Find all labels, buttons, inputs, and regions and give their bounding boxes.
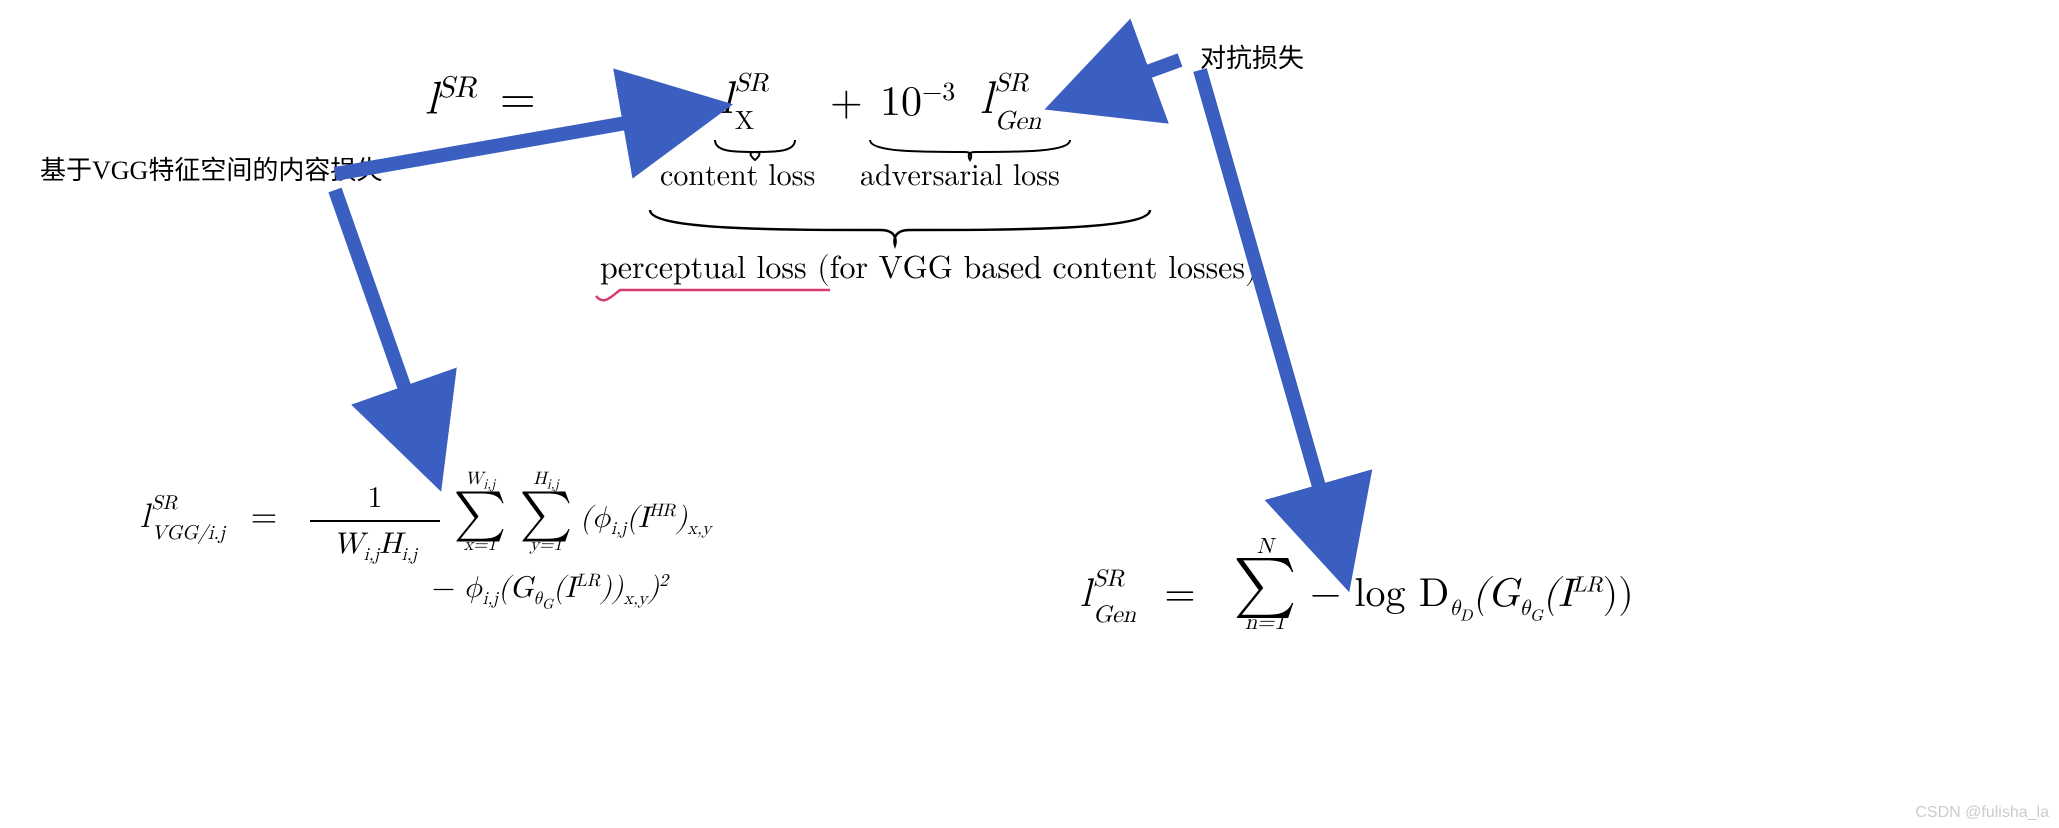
- lx-sup: SR: [735, 69, 769, 100]
- vgg-r1b-sup: HR: [649, 502, 676, 520]
- brace-adv: [870, 140, 1070, 160]
- gen-r2-sub2: G: [1530, 608, 1543, 624]
- vgg-r2d: )): [600, 573, 623, 603]
- gen-lhs: lSRGen =: [1080, 570, 1196, 618]
- watermark: CSDN @fulisha_la: [1915, 804, 2049, 822]
- vgg-frac-W-sub: i,j: [364, 546, 380, 564]
- gen-sum: N ∑ n=1: [1230, 534, 1300, 636]
- arrow-4: [1200, 70, 1340, 560]
- vgg-r1b: (I: [626, 503, 649, 533]
- vgg-frac: 1 Wi,jHi,j: [310, 480, 440, 566]
- sigma2-icon: ∑: [516, 494, 576, 534]
- vgg-r2e-sup: 2: [659, 572, 668, 590]
- vgg-r1c: ): [676, 503, 688, 533]
- vgg-sum1: Wi,j ∑ x=1: [450, 468, 510, 556]
- gen-r1-sub: θ: [1449, 598, 1460, 620]
- vgg-r2c: (I: [553, 573, 576, 603]
- vgg-r2a: − ϕ: [430, 573, 483, 603]
- vgg-frac-H: H: [379, 529, 402, 559]
- red-underline: [596, 290, 830, 300]
- gen-rhs: − log DθD(GθG(ILR)): [1310, 570, 1634, 626]
- gen-lhs-sub: Gen: [1093, 601, 1136, 630]
- vgg-frac-W: W: [333, 529, 364, 559]
- equals: =: [500, 76, 536, 122]
- vgg-sum2: Hi,j ∑ y=1: [516, 468, 576, 556]
- gen-lhs-sup: SR: [1093, 565, 1124, 594]
- content-loss-label: content loss: [660, 158, 815, 194]
- gen-lhs-l: l: [1080, 574, 1091, 614]
- lsr-l: l: [425, 76, 438, 122]
- brace-perceptual: [650, 210, 1150, 245]
- vgg-lhs-sub: VGG/i.j: [151, 523, 225, 543]
- gen-r3-sup: LR: [1573, 575, 1603, 597]
- gen-r2: (G: [1472, 574, 1519, 614]
- vgg-eq: lSRVGG/i.j =: [140, 500, 277, 534]
- lgen-sub: Gen: [995, 107, 1041, 138]
- vgg-lhs-l: l: [140, 500, 149, 534]
- gen-r2-sub: θ: [1519, 598, 1530, 620]
- gen-r1-sub2: D: [1460, 608, 1472, 624]
- sum1-top: W: [465, 470, 484, 488]
- vgg-r1a: (ϕ: [580, 503, 611, 533]
- gen-r3: (I: [1543, 574, 1573, 614]
- lx: l: [720, 76, 733, 122]
- neg3: −3: [922, 80, 955, 106]
- vgg-r2b: (G: [498, 573, 533, 603]
- vgg-r2a-sub: i,j: [483, 590, 499, 608]
- arrow-3: [1076, 60, 1180, 98]
- eq-top-lsr: lSR =: [425, 70, 544, 127]
- vgg-r2c-sup: LR: [576, 572, 601, 590]
- gen-eq: =: [1164, 574, 1195, 614]
- vgg-frac-num: 1: [310, 480, 440, 522]
- perceptual-loss-label: perceptual loss (for VGG based content l…: [600, 250, 1257, 288]
- sum2-top: H: [533, 470, 547, 488]
- vgg-lhs-sup: SR: [151, 493, 177, 513]
- arrow-2: [335, 190, 430, 460]
- lx-sub: X: [735, 107, 755, 138]
- vgg-r1c-sub: x,y: [687, 520, 711, 538]
- vgg-r1a-sub: i,j: [611, 520, 627, 538]
- eq-top-ten: 10−3: [880, 78, 955, 128]
- vgg-rhs-line2: − ϕi,j(GθG(ILR))x,y)2: [430, 570, 668, 614]
- vgg-r2d-sub: x,y: [623, 590, 647, 608]
- sigma3-icon: ∑: [1230, 560, 1300, 610]
- vgg-r2e: ): [647, 573, 659, 603]
- vgg-eq-eq: =: [251, 500, 277, 534]
- eq-top-lx: lSRX: [720, 72, 733, 127]
- vgg-r2b-sub2: G: [542, 598, 553, 612]
- adv-caption: 对抗损失: [1200, 38, 1304, 75]
- lgen-sup: SR: [995, 69, 1029, 100]
- vgg-caption: 基于VGG特征空间的内容损失: [40, 150, 382, 187]
- lgen: l: [980, 76, 993, 122]
- eq-top-lgen: lSRGen: [980, 72, 993, 127]
- vgg-r2b-sub: θ: [533, 590, 542, 608]
- gen-r1: − log D: [1310, 574, 1449, 614]
- eq-top-plus: +: [830, 78, 863, 128]
- sigma1-icon: ∑: [450, 494, 510, 534]
- adversarial-loss-label: adversarial loss: [860, 158, 1060, 194]
- vgg-rhs-line1: (ϕi,j(IHR)x,y: [580, 500, 711, 540]
- gen-r4: )): [1603, 574, 1634, 614]
- vgg-frac-H-sub: i,j: [402, 546, 418, 564]
- lsr-sr: SR: [438, 73, 477, 103]
- brace-content: [715, 140, 795, 160]
- ten: 10: [880, 82, 922, 124]
